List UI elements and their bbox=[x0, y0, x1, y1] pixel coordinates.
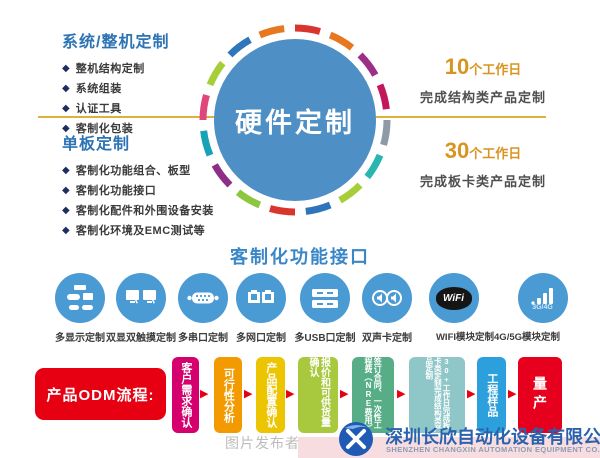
interface-item-ethernet: 多网口定制 bbox=[222, 273, 300, 344]
days-number: 10 bbox=[444, 54, 470, 79]
flow-arrow-icon: ▶ bbox=[200, 388, 209, 400]
days-description: 完成结构类产品定制 bbox=[419, 90, 546, 105]
company-name: 深圳长欣自动化设备有限公司 bbox=[385, 427, 600, 447]
bullet-text: 认证工具 bbox=[75, 103, 122, 115]
days-unit: 个工作日 bbox=[469, 146, 522, 161]
timeline-structural: 10个工作日 完成结构类产品定制 bbox=[393, 54, 573, 106]
hardware-customization-circle: 硬件定制 bbox=[195, 20, 395, 220]
list-item: ◆ 认证工具 bbox=[62, 100, 237, 116]
blue-disc: 硬件定制 bbox=[214, 39, 376, 201]
circle-title: 硬件定制 bbox=[235, 107, 355, 138]
interface-label: 双声卡定制 bbox=[362, 333, 412, 344]
flow-arrow-icon: ▶ bbox=[286, 388, 295, 400]
company-name-english: SHENZHEN CHANGXIN AUTOMATION EQUIPMENT C… bbox=[386, 445, 600, 454]
flow-arrow-icon: ▶ bbox=[340, 388, 349, 400]
bullet-text: 客制化环境及EMC测试等 bbox=[75, 225, 206, 237]
bullet-text: 客制化功能接口 bbox=[75, 185, 157, 197]
interface-item-serial: 多串口定制 bbox=[164, 273, 242, 344]
interfaces-heading: 客制化功能接口 bbox=[230, 247, 370, 267]
ring-svg-group bbox=[199, 24, 391, 216]
interface-label: 双显双触摸定制 bbox=[106, 333, 176, 344]
diamond-bullet-icon: ◆ bbox=[62, 102, 70, 114]
days-number: 30 bbox=[444, 138, 470, 163]
interface-label: 多网口定制 bbox=[236, 333, 286, 344]
flow-arrow-icon: ▶ bbox=[397, 388, 406, 400]
odm-step-5: 签订合同、一次性工程费（NRE费用） bbox=[352, 357, 394, 433]
interface-label: 多显示定制 bbox=[55, 333, 105, 344]
days-line: 10个工作日 bbox=[393, 54, 573, 80]
company-logo bbox=[335, 420, 377, 458]
bullet-text: 客制化配件和外围设备安装 bbox=[75, 205, 214, 217]
wifi-badge: WiFi bbox=[435, 286, 472, 310]
interface-label: 多串口定制 bbox=[178, 333, 228, 344]
bullet-text: 整机结构定制 bbox=[75, 63, 145, 75]
diamond-bullet-icon: ◆ bbox=[62, 204, 70, 216]
diamond-bullet-icon: ◆ bbox=[62, 164, 70, 176]
bullet-list: ◆ 整机结构定制 ◆ 系统组装 ◆ 认证工具 ◆ 客制化包装 bbox=[62, 60, 237, 136]
odm-step-6: 30+工作日完成板卡类定制完成结构类产品定制 bbox=[409, 357, 465, 433]
odm-flow-title: 产品ODM流程: bbox=[35, 368, 166, 420]
odm-step-7: 工程样品 bbox=[477, 357, 506, 433]
diamond-bullet-icon: ◆ bbox=[62, 224, 70, 236]
diamond-bullet-icon: ◆ bbox=[62, 82, 70, 94]
dual-monitor-touch-icon bbox=[116, 273, 166, 323]
list-item: ◆ 整机结构定制 bbox=[62, 60, 237, 76]
odm-step-2: 可行性分析 bbox=[214, 357, 242, 433]
serial-port-icon bbox=[178, 273, 228, 323]
interface-item-wireless: WiFi 3G/4G WIFI模块定制4G/5G模块定制 bbox=[413, 273, 583, 343]
ethernet-ports-icon bbox=[236, 273, 286, 323]
interface-label: 多USB口定制 bbox=[294, 333, 356, 344]
list-item: ◆ 客制化配件和外围设备安装 bbox=[62, 202, 262, 218]
odm-step-3: 产品配置确认 bbox=[256, 357, 285, 433]
interface-item-display: 多显示定制 bbox=[41, 273, 119, 344]
display-ports-icon bbox=[55, 273, 105, 323]
odm-step-8: 量产 bbox=[518, 357, 562, 433]
interface-item-usb: 多USB口定制 bbox=[286, 273, 364, 344]
bullet-text: 客制化功能组合、板型 bbox=[75, 165, 191, 177]
interface-label: WIFI模块定制4G/5G模块定制 bbox=[435, 332, 561, 343]
bullet-text: 系统组装 bbox=[75, 83, 122, 95]
panel-title: 系统/整机定制 bbox=[62, 34, 170, 51]
flow-arrow-icon: ▶ bbox=[508, 388, 517, 400]
odm-step-4: 报价和可供货量确认 bbox=[298, 357, 338, 433]
usb-ports-icon bbox=[300, 273, 350, 323]
diamond-bullet-icon: ◆ bbox=[62, 184, 70, 196]
flow-arrow-icon: ▶ bbox=[244, 388, 253, 400]
cellular-label: 3G/4G bbox=[532, 303, 553, 311]
interface-item-audio: 双声卡定制 bbox=[348, 273, 426, 344]
timeline-board: 30个工作日 完成板卡类产品定制 bbox=[393, 138, 573, 190]
panel-system-customization: 系统/整机定制 ◆ 整机结构定制 ◆ 系统组装 ◆ 认证工具 ◆ 客制化包装 bbox=[62, 28, 237, 140]
diamond-bullet-icon: ◆ bbox=[62, 122, 70, 134]
diamond-bullet-icon: ◆ bbox=[62, 62, 70, 74]
list-item: ◆ 客制化功能组合、板型 bbox=[62, 162, 262, 178]
odm-step-1: 客户需求确认 bbox=[172, 357, 199, 433]
dual-audio-icon bbox=[362, 273, 412, 323]
panel-title: 单板定制 bbox=[62, 136, 131, 153]
days-unit: 个工作日 bbox=[469, 62, 522, 77]
list-item: ◆ 客制化包装 bbox=[62, 120, 237, 136]
watermark-text: 图片发布者 bbox=[225, 435, 300, 451]
days-line: 30个工作日 bbox=[393, 138, 573, 164]
list-item: ◆ 客制化环境及EMC测试等 bbox=[62, 222, 262, 238]
cellular-signal-icon: 3G/4G bbox=[517, 273, 568, 323]
list-item: ◆ 系统组装 bbox=[62, 80, 237, 96]
bullet-text: 客制化包装 bbox=[75, 123, 134, 135]
bullet-list: ◆ 客制化功能组合、板型 ◆ 客制化功能接口 ◆ 客制化配件和外围设备安装 ◆ 客制化环… bbox=[62, 162, 262, 238]
footer-band bbox=[298, 437, 600, 458]
flow-arrow-icon: ▶ bbox=[467, 388, 476, 400]
days-description: 完成板卡类产品定制 bbox=[419, 174, 546, 189]
dashed-ring bbox=[199, 24, 391, 216]
interface-item-dual-display: 双显双触摸定制 bbox=[102, 273, 180, 344]
panel-board-customization: 单板定制 ◆ 客制化功能组合、板型 ◆ 客制化功能接口 ◆ 客制化配件和外围设备安装 … bbox=[62, 130, 262, 242]
list-item: ◆ 客制化功能接口 bbox=[62, 182, 262, 198]
wifi-icon: WiFi bbox=[428, 273, 479, 323]
